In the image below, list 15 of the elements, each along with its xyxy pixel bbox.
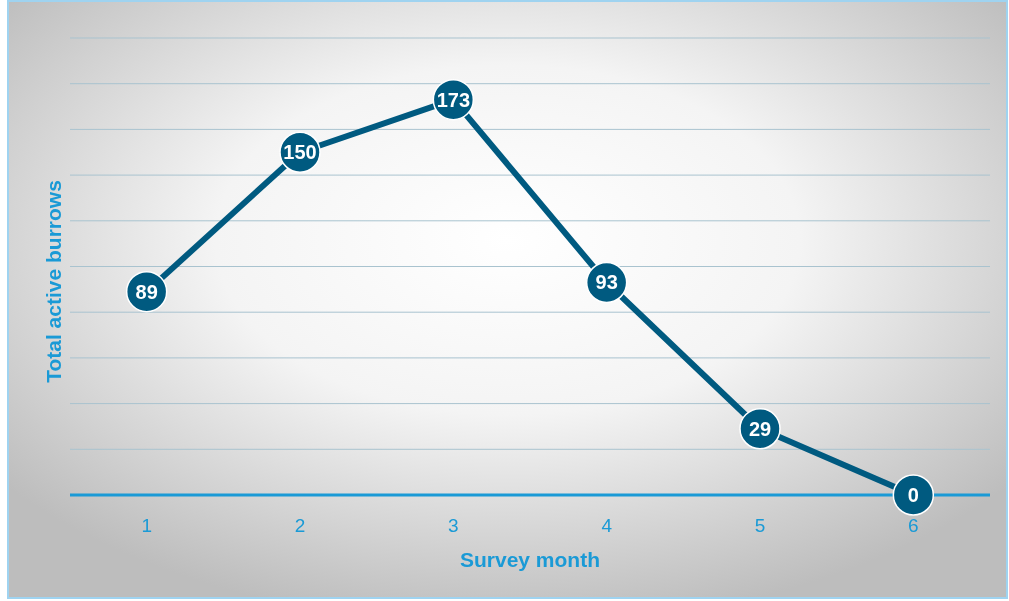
data-label: 29 bbox=[748, 417, 772, 440]
x-tick-label: 1 bbox=[141, 515, 152, 536]
point bbox=[892, 474, 935, 516]
y-axis-title: Total active burrows bbox=[42, 180, 65, 383]
x-tick-label: 4 bbox=[601, 515, 613, 536]
data-label: 173 bbox=[436, 88, 471, 111]
x-tick-label: 3 bbox=[448, 515, 459, 536]
data-label: 0 bbox=[907, 484, 919, 506]
x-tick-label: 6 bbox=[908, 515, 919, 536]
x-axis-title: Survey month bbox=[459, 548, 601, 571]
x-tick-label: 5 bbox=[754, 515, 766, 536]
x-tick-label: 2 bbox=[294, 515, 306, 536]
data-label: 150 bbox=[283, 141, 317, 164]
data-label: 93 bbox=[595, 271, 618, 294]
data-label: 89 bbox=[135, 280, 158, 303]
